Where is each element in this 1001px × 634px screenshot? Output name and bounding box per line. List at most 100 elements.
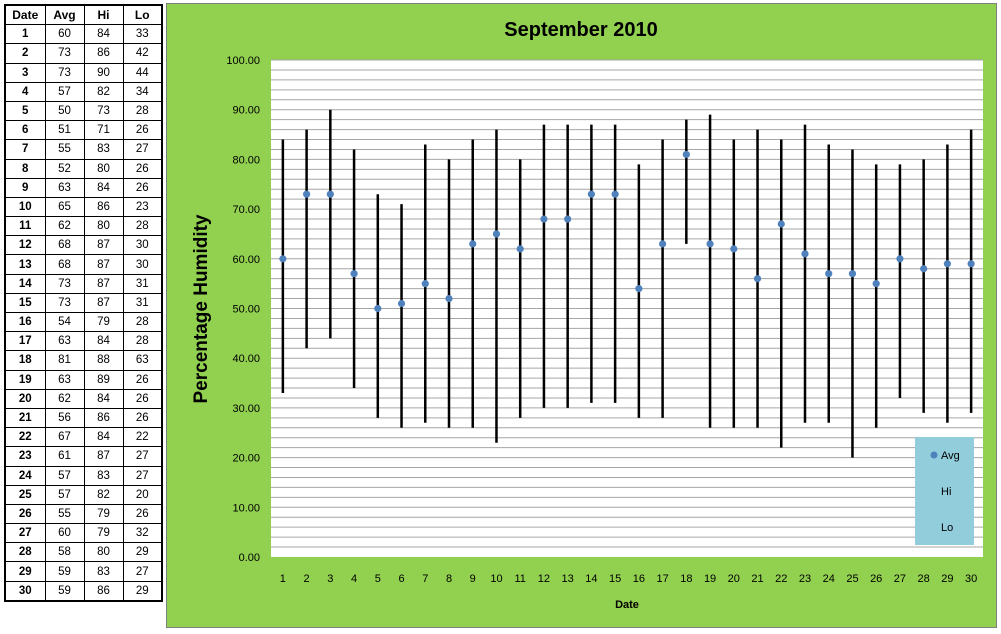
x-tick-label: 26 <box>870 573 882 585</box>
legend-box <box>915 437 974 545</box>
table-cell-date: 7 <box>4 139 46 160</box>
table-cell-avg: 54 <box>44 311 85 333</box>
table-cell-hi: 87 <box>83 446 124 467</box>
table-cell-date: 20 <box>4 388 46 409</box>
table-cell-lo: 28 <box>122 331 163 352</box>
avg-point <box>801 250 809 258</box>
x-tick-label: 21 <box>751 573 763 585</box>
table-cell-lo: 30 <box>122 254 163 275</box>
table-cell-date: 9 <box>4 177 46 198</box>
y-tick-label: 80.00 <box>232 154 260 166</box>
table-header-lo: Lo <box>122 4 163 26</box>
table-cell-lo: 28 <box>122 311 163 333</box>
table-cell-lo: 33 <box>122 24 163 45</box>
legend-entry-lo: Lo <box>941 522 953 534</box>
table-cell-avg: 63 <box>44 331 85 352</box>
avg-point <box>374 304 382 313</box>
y-tick-label: 30.00 <box>232 403 260 415</box>
y-tick-label: 60.00 <box>232 254 260 266</box>
table-cell-lo: 44 <box>122 62 163 83</box>
x-tick-label: 30 <box>965 573 977 585</box>
table-cell-hi: 84 <box>83 177 124 198</box>
table-cell-date: 15 <box>4 292 46 314</box>
chart-legend: Avg Hi Lo <box>915 437 974 545</box>
table-cell-date: 2 <box>4 43 46 64</box>
x-tick-label: 7 <box>422 573 428 585</box>
table-cell-hi: 87 <box>83 235 124 256</box>
avg-point <box>516 245 524 253</box>
x-axis-ticks: 1 2 3 4 5 6 7 8 9 10 11 12 13 14 15 16 17 18 19 20 21 22 23 24 2… <box>280 573 977 585</box>
avg-point <box>682 150 690 159</box>
avg-point <box>445 294 453 303</box>
table-header-date: Date <box>4 4 46 26</box>
table-row: 8 52 80 26 <box>4 158 163 179</box>
avg-point <box>848 270 857 278</box>
y-tick-label: 20.00 <box>232 453 260 465</box>
x-tick-label: 25 <box>846 573 858 585</box>
table-row: 24 57 83 27 <box>4 465 163 486</box>
x-tick-label: 2 <box>304 573 310 585</box>
table-cell-hi: 84 <box>83 24 124 45</box>
table-header-hi: Hi <box>83 4 124 26</box>
table-cell-avg: 57 <box>44 81 85 102</box>
x-tick-label: 28 <box>918 573 930 585</box>
table-header-avg: Avg <box>44 4 85 26</box>
y-tick-label: 100.00 <box>226 55 260 67</box>
table-cell-lo: 20 <box>122 484 163 505</box>
table-cell-avg: 81 <box>44 350 85 371</box>
table-cell-hi: 79 <box>83 311 124 333</box>
table-cell-lo: 28 <box>122 100 163 122</box>
table-cell-date: 25 <box>4 484 46 505</box>
table-row: 28 58 80 29 <box>4 542 163 563</box>
table-cell-lo: 26 <box>122 388 163 409</box>
legend-avg-marker <box>930 451 938 459</box>
table-cell-avg: 63 <box>44 369 85 390</box>
x-tick-label: 6 <box>398 573 404 585</box>
y-tick-label: 10.00 <box>232 502 260 514</box>
table-cell-avg: 73 <box>44 273 85 294</box>
table-cell-hi: 79 <box>83 503 124 525</box>
table-row: 23 61 87 27 <box>4 446 163 467</box>
table-row: 2 73 86 42 <box>4 43 163 64</box>
table-cell-lo: 23 <box>122 196 163 218</box>
table-row: 15 73 87 31 <box>4 292 163 314</box>
table-cell-avg: 57 <box>44 465 85 486</box>
table-cell-hi: 86 <box>83 580 124 602</box>
table-row: 4 57 82 34 <box>4 81 163 102</box>
table-cell-avg: 56 <box>44 407 85 429</box>
table-cell-avg: 59 <box>44 561 85 582</box>
table-row: 10 65 86 23 <box>4 196 163 218</box>
x-tick-label: 27 <box>894 573 906 585</box>
table-cell-lo: 63 <box>122 350 163 371</box>
avg-point <box>564 215 572 223</box>
avg-point <box>730 245 738 253</box>
table-cell-avg: 63 <box>44 177 85 198</box>
x-tick-label: 1 <box>280 573 286 585</box>
table-cell-lo: 22 <box>122 427 163 448</box>
table-cell-date: 26 <box>4 503 46 525</box>
x-tick-label: 3 <box>327 573 333 585</box>
table-cell-date: 5 <box>4 100 46 122</box>
x-tick-label: 14 <box>585 573 597 585</box>
table-cell-lo: 31 <box>122 292 163 314</box>
table-row: 29 59 83 27 <box>4 561 163 582</box>
table-cell-avg: 62 <box>44 216 85 237</box>
y-tick-label: 50.00 <box>232 304 260 316</box>
table-cell-hi: 89 <box>83 369 124 390</box>
table-row: 19 63 89 26 <box>4 369 163 390</box>
table-cell-avg: 61 <box>44 446 85 467</box>
x-tick-label: 10 <box>490 573 502 585</box>
table-row: 13 68 87 30 <box>4 254 163 275</box>
x-axis-label: Date <box>615 599 639 611</box>
table-cell-lo: 26 <box>122 158 163 179</box>
table-cell-hi: 90 <box>83 62 124 83</box>
avg-point <box>611 190 619 198</box>
avg-point <box>872 280 880 288</box>
table-cell-hi: 83 <box>83 139 124 160</box>
table-cell-avg: 50 <box>44 100 85 122</box>
table-cell-hi: 84 <box>83 331 124 352</box>
x-tick-label: 18 <box>680 573 692 585</box>
table-row: 18 81 88 63 <box>4 350 163 371</box>
chart-panel: 0.00 10.00 20.00 30.00 40.00 50.00 60.00 70.00 8… <box>166 3 997 628</box>
table-cell-avg: 73 <box>44 43 85 64</box>
